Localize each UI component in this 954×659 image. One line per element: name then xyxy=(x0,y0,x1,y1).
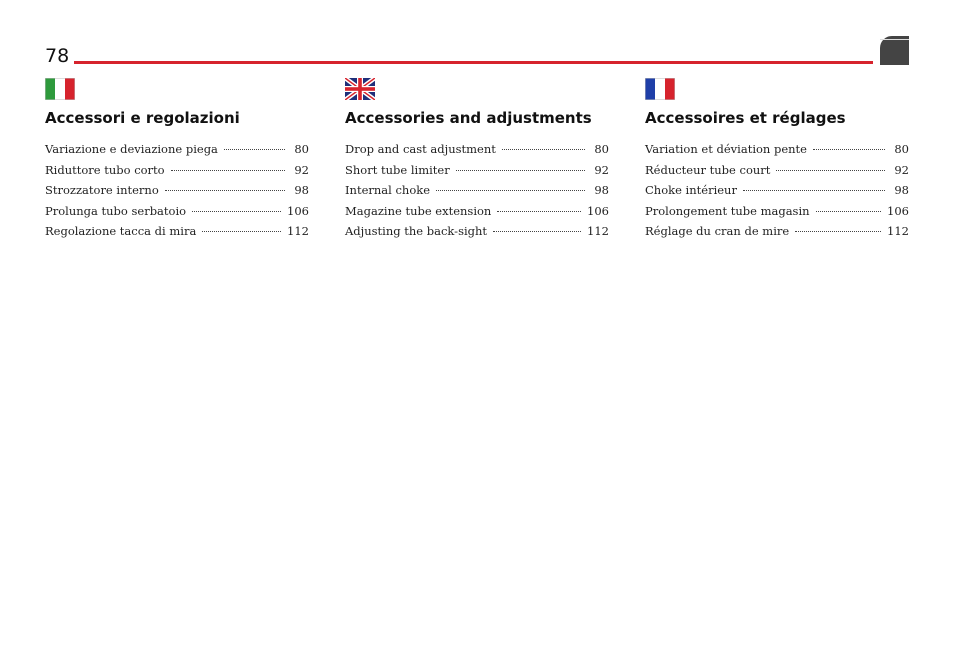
dot-leader xyxy=(223,148,285,150)
toc-entry-label: Prolunga tubo serbatoio xyxy=(45,203,187,218)
toc-entry-page: 98 xyxy=(894,183,909,197)
toc-entry[interactable]: Variation et déviation pente 80 xyxy=(645,142,909,163)
toc-entry-label: Prolongement tube magasin xyxy=(645,203,810,218)
toc-entry-label: Variation et déviation pente xyxy=(645,142,807,156)
uk-flag-icon xyxy=(345,78,375,100)
italy-flag-icon xyxy=(45,78,75,100)
dot-leader xyxy=(742,189,885,191)
dot-leader xyxy=(436,189,585,191)
column-french: Accessoires et réglages Variation et dév… xyxy=(645,78,909,245)
toc-list: Drop and cast adjustment 80 Short tube li… xyxy=(345,142,609,245)
dot-leader xyxy=(202,230,282,232)
toc-entry-label: Strozzatore interno xyxy=(45,183,159,197)
toc-entry-label: Drop and cast adjustment xyxy=(345,142,496,156)
toc-entry[interactable]: Magazine tube extension 106 xyxy=(345,204,609,225)
toc-list: Variazione e deviazione piega 80 Riduttor… xyxy=(45,142,309,245)
dot-leader xyxy=(813,148,885,150)
toc-entry[interactable]: Réducteur tube court 92 xyxy=(645,163,909,184)
toc-entry[interactable]: Drop and cast adjustment 80 xyxy=(345,142,609,163)
toc-entry-page: 106 xyxy=(587,203,609,218)
toc-entry-page: 80 xyxy=(894,142,909,156)
toc-entry-label: Réglage du cran de mire xyxy=(645,224,790,238)
dot-leader xyxy=(501,148,585,150)
toc-entry-page: 98 xyxy=(594,183,609,197)
toc-entry-page: 106 xyxy=(287,203,309,218)
dot-leader xyxy=(776,169,885,171)
toc-entry[interactable]: Prolongement tube magasin 106 xyxy=(645,204,909,225)
toc-entry[interactable]: Riduttore tubo corto 92 xyxy=(45,163,309,184)
toc-entry[interactable]: Strozzatore interno 98 xyxy=(45,183,309,204)
france-flag-icon xyxy=(645,78,675,100)
dot-leader xyxy=(164,189,285,191)
toc-entry[interactable]: Réglage du cran de mire 112 xyxy=(645,224,909,245)
section-title: Accessoires et réglages xyxy=(645,109,846,127)
toc-entry-page: 106 xyxy=(887,203,909,218)
dot-leader xyxy=(795,230,882,232)
toc-entry-label: Adjusting the back-sight xyxy=(345,224,488,238)
dot-leader xyxy=(455,169,585,171)
page-number: 78 xyxy=(45,45,70,67)
toc-entry-label: Magazine tube extension xyxy=(345,203,492,218)
dot-leader xyxy=(815,210,882,212)
toc-entry-label: Short tube limiter xyxy=(345,162,450,177)
toc-entry-page: 80 xyxy=(294,142,309,156)
toc-entry[interactable]: Internal choke 98 xyxy=(345,183,609,204)
toc-entry[interactable]: Short tube limiter 92 xyxy=(345,163,609,184)
toc-list: Variation et déviation pente 80 Réducteur… xyxy=(645,142,909,245)
header-rule xyxy=(74,61,873,64)
toc-entry-label: Réducteur tube court xyxy=(645,162,771,177)
toc-entry-page: 92 xyxy=(294,162,309,177)
toc-entry[interactable]: Choke intérieur 98 xyxy=(645,183,909,204)
toc-entry-label: Choke intérieur xyxy=(645,183,737,197)
toc-entry-label: Variazione e deviazione piega xyxy=(45,142,218,156)
toc-entry-page: 112 xyxy=(887,224,909,238)
toc-entry[interactable]: Adjusting the back-sight 112 xyxy=(345,224,609,245)
toc-entry-page: 98 xyxy=(294,183,309,197)
toc-entry-page: 92 xyxy=(594,162,609,177)
section-title: Accessori e regolazioni xyxy=(45,109,240,127)
column-english: Accessories and adjustments Drop and cas… xyxy=(345,78,609,245)
toc-entry[interactable]: Variazione e deviazione piega 80 xyxy=(45,142,309,163)
column-italian: Accessori e regolazioni Variazione e dev… xyxy=(45,78,309,245)
toc-entry-label: Regolazione tacca di mira xyxy=(45,224,197,238)
toc-entry-page: 112 xyxy=(287,224,309,238)
toc-entry-page: 112 xyxy=(587,224,609,238)
section-title: Accessories and adjustments xyxy=(345,109,592,127)
dot-leader xyxy=(192,210,282,212)
toc-entry-page: 80 xyxy=(594,142,609,156)
toc-entry[interactable]: Regolazione tacca di mira 112 xyxy=(45,224,309,245)
dot-leader xyxy=(497,210,582,212)
chapter-tab xyxy=(880,36,909,65)
dot-leader xyxy=(493,230,582,232)
toc-entry-label: Riduttore tubo corto xyxy=(45,162,165,177)
toc-entry[interactable]: Prolunga tubo serbatoio 106 xyxy=(45,204,309,225)
toc-entry-page: 92 xyxy=(894,162,909,177)
dot-leader xyxy=(170,169,285,171)
toc-entry-label: Internal choke xyxy=(345,183,431,197)
